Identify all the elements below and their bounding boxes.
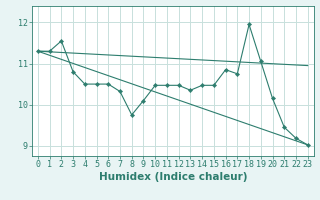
X-axis label: Humidex (Indice chaleur): Humidex (Indice chaleur) bbox=[99, 172, 247, 182]
